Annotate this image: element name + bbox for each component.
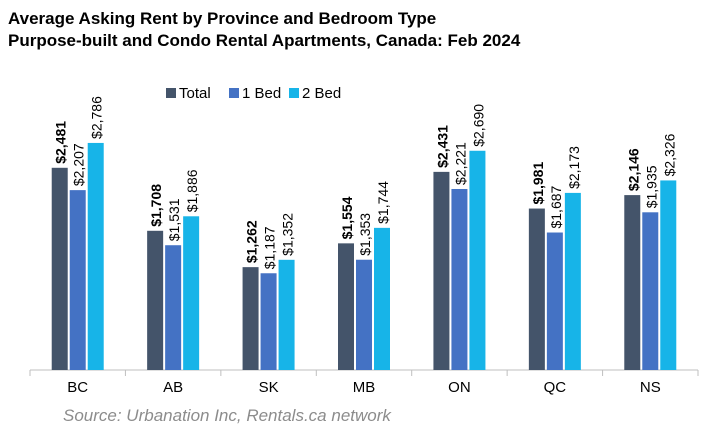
data-label: $1,708 <box>148 184 164 227</box>
x-tick-label: ON <box>448 379 471 396</box>
x-tick-label: AB <box>163 379 183 396</box>
data-label: $1,744 <box>375 181 391 224</box>
bar-ab-total <box>147 230 164 370</box>
x-tick-label: QC <box>544 379 567 396</box>
legend-swatch <box>229 88 239 98</box>
data-label: $1,687 <box>548 185 564 228</box>
data-label: $2,481 <box>53 121 69 164</box>
bar-mb-total <box>338 243 354 370</box>
bar-ns-total <box>624 195 641 370</box>
source-note: Source: Urbanation Inc, Rentals.ca netwo… <box>63 406 391 425</box>
legend-label: 2 Bed <box>302 85 341 102</box>
data-label: $2,221 <box>452 142 468 185</box>
data-label: $1,981 <box>530 162 546 205</box>
data-label: $2,207 <box>71 143 87 186</box>
data-label: $2,146 <box>625 148 641 191</box>
x-tick-label: SK <box>259 379 279 396</box>
data-label: $1,353 <box>357 213 373 256</box>
bar-bc-1-bed <box>69 190 86 370</box>
data-label: $1,352 <box>280 213 296 256</box>
bar-ab-1-bed <box>165 245 182 370</box>
bar-ns-1-bed <box>642 212 659 370</box>
x-tick-label: NS <box>640 379 661 396</box>
data-label: $1,554 <box>339 196 355 239</box>
x-tick-label: BC <box>67 379 88 396</box>
data-label: $1,262 <box>244 220 260 263</box>
bar-on-total <box>433 171 450 370</box>
data-label: $2,173 <box>566 146 582 189</box>
data-label: $1,886 <box>184 169 200 212</box>
bar-qc-1-bed <box>546 232 563 370</box>
chart-title-block: Average Asking Rent by Province and Bedr… <box>8 8 698 52</box>
legend-swatch <box>166 88 176 98</box>
data-label: $2,690 <box>470 104 486 147</box>
legend-swatch <box>289 88 299 98</box>
bar-sk-total <box>242 267 259 370</box>
bar-bc-2-bed <box>87 142 104 370</box>
data-label: $1,935 <box>643 165 659 208</box>
bar-on-2-bed <box>469 150 486 370</box>
legend-label: Total <box>179 85 211 102</box>
bar-mb-1-bed <box>356 259 372 370</box>
bar-sk-2-bed <box>278 259 295 370</box>
data-label: $2,326 <box>661 133 677 176</box>
data-label: $1,187 <box>262 226 278 269</box>
bar-qc-2-bed <box>564 192 581 370</box>
data-label: $2,786 <box>89 96 105 139</box>
bar-qc-total <box>528 208 545 370</box>
chart-subtitle: Purpose-built and Condo Rental Apartment… <box>8 31 521 50</box>
x-tick-label: MB <box>353 379 376 396</box>
data-label: $1,531 <box>166 198 182 241</box>
bar-mb-2-bed <box>374 227 390 370</box>
bar-bc-total <box>51 167 68 370</box>
bar-ab-2-bed <box>183 216 200 370</box>
data-label: $2,431 <box>434 125 450 168</box>
bar-ns-2-bed <box>660 180 677 370</box>
legend-label: 1 Bed <box>242 85 281 102</box>
chart-title: Average Asking Rent by Province and Bedr… <box>8 9 437 28</box>
bar-on-1-bed <box>451 188 468 370</box>
bar-sk-1-bed <box>260 273 277 370</box>
